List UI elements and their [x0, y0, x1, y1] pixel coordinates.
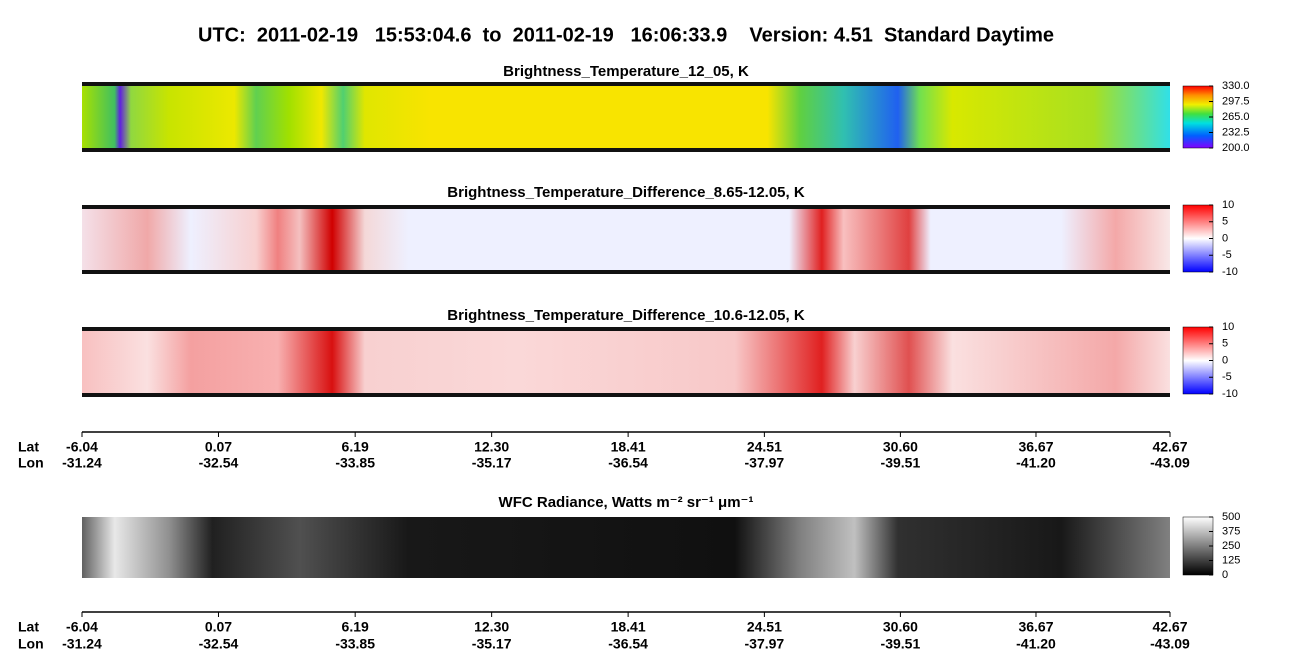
- lat-label: 24.51: [747, 619, 782, 635]
- lat-label: 12.30: [474, 619, 509, 635]
- lon-label: -33.85: [335, 455, 375, 471]
- lon-label: -31.24: [62, 455, 102, 471]
- lat-label: 12.30: [474, 439, 509, 455]
- lon-label: -43.09: [1150, 636, 1190, 652]
- row-label: Lat: [18, 619, 39, 635]
- lon-label: -35.17: [472, 636, 512, 652]
- heatmap-strip: [82, 329, 1170, 395]
- colorbar-tick-label: 200.0: [1222, 142, 1250, 154]
- colorbar-tick-label: -10: [1222, 388, 1238, 400]
- lat-label: 42.67: [1152, 619, 1187, 635]
- lat-label: 24.51: [747, 439, 782, 455]
- row-label: Lon: [18, 636, 44, 652]
- colorbar-tick-label: -5: [1222, 249, 1232, 261]
- strip-edge: [82, 82, 1170, 86]
- colorbar-tick-label: 5: [1222, 338, 1228, 350]
- lat-label: 18.41: [611, 619, 646, 635]
- lon-label: -33.85: [335, 636, 375, 652]
- colorbar-tick-label: 5: [1222, 216, 1228, 228]
- lat-label: -6.04: [66, 619, 98, 635]
- colorbar-tick-label: 265.0: [1222, 111, 1250, 123]
- lat-label: 36.67: [1018, 439, 1053, 455]
- lon-label: -31.24: [62, 636, 102, 652]
- colorbar: [1182, 516, 1214, 576]
- lon-label: -43.09: [1150, 455, 1190, 471]
- panel-title: Brightness_Temperature_Difference_8.65-1…: [447, 184, 805, 201]
- lat-label: 6.19: [342, 619, 369, 635]
- row-label: Lat: [18, 439, 39, 455]
- strip-edge: [82, 205, 1170, 209]
- row-label: Lon: [18, 455, 44, 471]
- strip-edge: [82, 270, 1170, 274]
- lon-label: -41.20: [1016, 455, 1056, 471]
- lon-label: -39.51: [881, 636, 921, 652]
- colorbar-tick-label: 10: [1222, 321, 1234, 333]
- colorbar-tick-label: 0: [1222, 569, 1228, 581]
- lat-label: -6.04: [66, 439, 98, 455]
- panel-title: Brightness_Temperature_Difference_10.6-1…: [447, 307, 805, 324]
- colorbar-tick-label: 375: [1222, 525, 1240, 537]
- lat-label: 0.07: [205, 439, 232, 455]
- colorbar-tick-label: 0: [1222, 354, 1228, 366]
- colorbar-tick-label: 125: [1222, 554, 1240, 566]
- colorbar-tick-label: -10: [1222, 266, 1238, 278]
- strip-edge: [82, 393, 1170, 397]
- lon-label: -36.54: [608, 455, 648, 471]
- colorbar: [1182, 85, 1214, 149]
- lon-label: -36.54: [608, 636, 648, 652]
- heatmap-strip: [82, 207, 1170, 272]
- colorbar-tick-label: 500: [1222, 511, 1240, 523]
- strip-edge: [82, 148, 1170, 152]
- colorbar: [1182, 204, 1214, 273]
- lat-label: 30.60: [883, 619, 918, 635]
- lon-label: -39.51: [881, 455, 921, 471]
- colorbar-tick-label: 232.5: [1222, 126, 1250, 138]
- heatmap-strip: [82, 84, 1170, 150]
- colorbar-tick-label: 0: [1222, 232, 1228, 244]
- lat-label: 36.67: [1018, 619, 1053, 635]
- panel-title: Brightness_Temperature_12_05, K: [503, 63, 749, 80]
- lat-label: 42.67: [1152, 439, 1187, 455]
- lon-label: -32.54: [199, 455, 239, 471]
- lon-label: -35.17: [472, 455, 512, 471]
- lon-label: -37.97: [745, 636, 785, 652]
- lat-label: 6.19: [342, 439, 369, 455]
- colorbar-tick-label: 330.0: [1222, 80, 1250, 92]
- lat-label: 0.07: [205, 619, 232, 635]
- lat-label: 30.60: [883, 439, 918, 455]
- figure-title: UTC: 2011-02-19 15:53:04.6 to 2011-02-19…: [198, 24, 1054, 46]
- lon-label: -37.97: [745, 455, 785, 471]
- heatmap-strip: [82, 517, 1170, 578]
- panel-title: WFC Radiance, Watts m⁻² sr⁻¹ μm⁻¹: [499, 494, 754, 511]
- colorbar: [1182, 326, 1214, 395]
- strip-edge: [82, 327, 1170, 331]
- colorbar-tick-label: 10: [1222, 199, 1234, 211]
- colorbar-tick-label: -5: [1222, 371, 1232, 383]
- lon-label: -32.54: [199, 636, 239, 652]
- lon-label: -41.20: [1016, 636, 1056, 652]
- lat-label: 18.41: [611, 439, 646, 455]
- colorbar-tick-label: 297.5: [1222, 95, 1250, 107]
- colorbar-tick-label: 250: [1222, 540, 1240, 552]
